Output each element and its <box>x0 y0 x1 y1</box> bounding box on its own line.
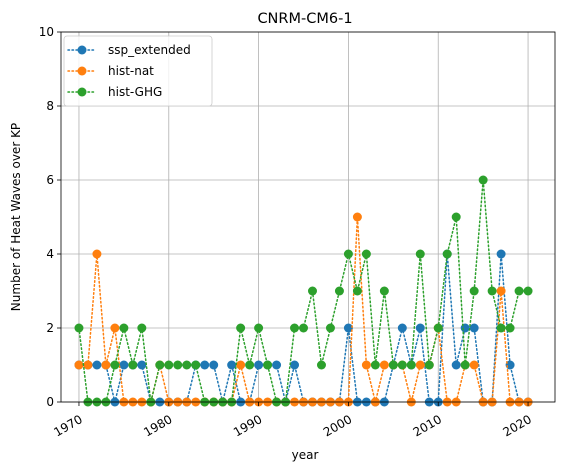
point-hist-ghg <box>325 323 335 333</box>
point-ssp-extended <box>496 249 506 259</box>
point-hist-ghg <box>173 360 183 370</box>
x-tick-label: 1990 <box>231 412 264 439</box>
legend-marker-hist-nat <box>77 66 87 76</box>
point-hist-nat <box>92 249 102 259</box>
point-ssp-extended <box>254 360 264 370</box>
point-ssp-extended <box>415 323 425 333</box>
point-ssp-extended <box>397 323 407 333</box>
point-ssp-extended <box>200 360 210 370</box>
point-hist-ghg <box>451 212 461 222</box>
point-hist-ghg <box>137 323 147 333</box>
point-hist-ghg <box>164 360 174 370</box>
point-hist-ghg <box>370 360 380 370</box>
point-hist-ghg <box>334 286 344 296</box>
point-ssp-extended <box>227 360 237 370</box>
point-hist-ghg <box>379 286 389 296</box>
point-hist-ghg <box>406 360 416 370</box>
point-hist-nat <box>361 360 371 370</box>
point-hist-nat <box>379 360 389 370</box>
point-hist-ghg <box>523 286 533 296</box>
chart-title: CNRM-CM6-1 <box>257 11 352 27</box>
point-hist-ghg <box>433 323 443 333</box>
point-ssp-extended <box>119 360 129 370</box>
y-tick-label: 6 <box>46 173 54 187</box>
series-line-hist-nat <box>78 216 529 403</box>
y-tick-label: 4 <box>46 247 54 261</box>
point-hist-nat <box>83 360 93 370</box>
point-hist-ghg <box>487 286 497 296</box>
point-ssp-extended <box>469 323 479 333</box>
series-layer <box>74 175 533 407</box>
plot-frame <box>60 31 556 403</box>
point-hist-ghg <box>442 249 452 259</box>
x-tick-label: 1970 <box>51 412 84 439</box>
point-ssp-extended <box>451 360 461 370</box>
point-hist-ghg <box>388 360 398 370</box>
point-hist-nat <box>496 286 506 296</box>
y-tick-label: 0 <box>46 395 54 409</box>
point-hist-nat <box>110 323 120 333</box>
point-hist-nat <box>415 360 425 370</box>
y-tick-label: 10 <box>39 25 54 39</box>
point-hist-ghg <box>469 286 479 296</box>
point-hist-ghg <box>299 323 309 333</box>
legend-box <box>63 35 213 107</box>
point-hist-ghg <box>352 286 362 296</box>
legend-label-ssp-extended: ssp_extended <box>108 43 191 57</box>
point-hist-ghg <box>182 360 192 370</box>
point-hist-ghg <box>254 323 264 333</box>
x-tick-label: 2020 <box>500 412 533 439</box>
x-axis-label: year <box>292 448 319 462</box>
point-hist-nat <box>236 360 246 370</box>
point-ssp-extended <box>137 360 147 370</box>
point-hist-nat <box>352 212 362 222</box>
point-hist-ghg <box>119 323 129 333</box>
series-line-hist-ghg <box>78 179 529 403</box>
point-hist-ghg <box>361 249 371 259</box>
point-ssp-extended <box>343 323 353 333</box>
point-hist-ghg <box>128 360 138 370</box>
y-tick-label: 2 <box>46 321 54 335</box>
point-ssp-extended <box>92 360 102 370</box>
point-hist-nat <box>469 360 479 370</box>
x-tick-label: 2000 <box>321 412 354 439</box>
legend-marker-hist-ghg <box>77 87 87 97</box>
point-hist-ghg <box>496 323 506 333</box>
point-hist-nat <box>74 360 84 370</box>
point-hist-ghg <box>307 286 317 296</box>
legend-label-hist-ghg: hist-GHG <box>108 85 162 99</box>
y-axis-label: Number of Heat Waves over KP <box>9 123 23 311</box>
point-hist-ghg <box>505 323 515 333</box>
legend-label-hist-nat: hist-nat <box>108 64 154 78</box>
legend-marker-ssp-extended <box>77 45 87 55</box>
point-hist-ghg <box>236 323 246 333</box>
y-tick-label: 8 <box>46 99 54 113</box>
point-hist-ghg <box>397 360 407 370</box>
point-hist-ghg <box>263 360 273 370</box>
point-ssp-extended <box>272 360 282 370</box>
point-hist-ghg <box>343 249 353 259</box>
point-hist-ghg <box>478 175 488 185</box>
point-hist-ghg <box>514 286 524 296</box>
point-hist-ghg <box>424 360 434 370</box>
x-tick-label: 1980 <box>141 412 174 439</box>
point-hist-ghg <box>245 360 255 370</box>
point-hist-ghg <box>290 323 300 333</box>
point-hist-nat <box>101 360 111 370</box>
point-hist-ghg <box>316 360 326 370</box>
point-hist-ghg <box>155 360 165 370</box>
point-ssp-extended <box>290 360 300 370</box>
x-tick-label: 2010 <box>411 412 444 439</box>
point-hist-ghg <box>110 360 120 370</box>
point-hist-ghg <box>460 360 470 370</box>
point-hist-ghg <box>191 360 201 370</box>
legend: ssp_extended hist-nat hist-GHG <box>63 35 213 107</box>
point-hist-ghg <box>74 323 84 333</box>
point-ssp-extended <box>209 360 219 370</box>
point-hist-ghg <box>415 249 425 259</box>
